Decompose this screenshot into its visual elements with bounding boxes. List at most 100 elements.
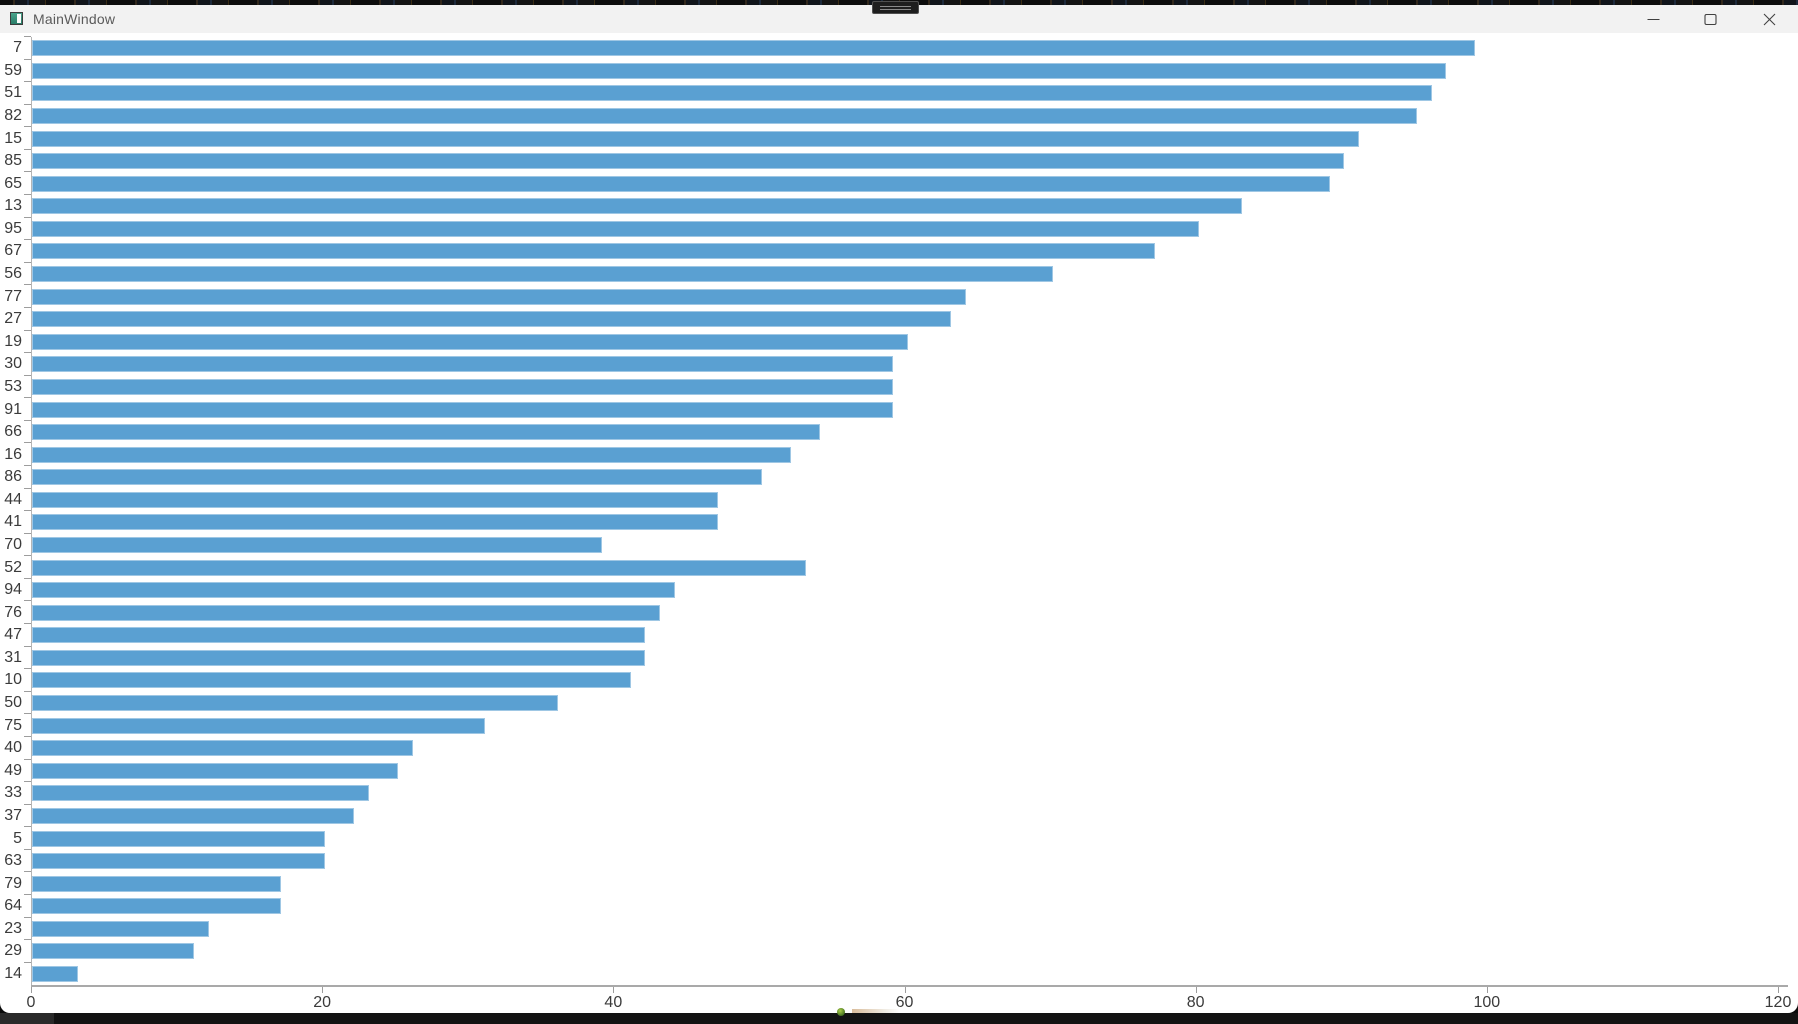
x-axis-tick — [1486, 987, 1488, 993]
bar-row: 79 — [4, 871, 1779, 895]
y-axis-tick — [24, 329, 31, 331]
bar-chart: 7 59 51 82 15 85 65 13 95 67 56 77 27 19 30 53 91 66 16 86 4… — [0, 5, 1798, 1013]
bar — [32, 491, 719, 508]
y-axis-label: 79 — [4, 874, 22, 892]
y-axis-label: 7 — [13, 39, 22, 57]
bar — [32, 695, 559, 712]
y-axis-label: 15 — [4, 129, 22, 147]
y-axis-label: 76 — [4, 603, 22, 621]
bar-row: 16 — [4, 442, 1779, 466]
y-axis-label: 37 — [4, 806, 22, 824]
bar-row: 77 — [4, 284, 1779, 308]
bar — [32, 175, 1330, 192]
y-axis-label: 91 — [4, 400, 22, 418]
y-axis-label: 10 — [4, 671, 22, 689]
y-axis-tick — [24, 645, 31, 647]
x-axis-tick — [1778, 987, 1779, 993]
y-axis-label: 30 — [4, 355, 22, 373]
bar-row: 64 — [4, 893, 1779, 918]
y-axis-tick — [24, 939, 31, 941]
bar-row: 95 — [4, 216, 1779, 241]
y-axis-tick — [24, 216, 31, 218]
qt-app-icon — [10, 12, 23, 25]
bar-row: 53 — [4, 374, 1779, 399]
bar-row: 33 — [4, 781, 1779, 805]
y-axis-label: 53 — [4, 377, 22, 395]
y-axis-label: 40 — [4, 739, 22, 757]
taskbar-notification-icon — [837, 1008, 845, 1016]
x-axis-tick — [322, 987, 324, 993]
bar-row: 63 — [4, 848, 1779, 873]
bar-row: 13 — [4, 194, 1779, 218]
y-axis-label: 5 — [13, 829, 22, 847]
window-title: MainWindow — [33, 11, 116, 27]
y-axis-tick — [24, 623, 31, 625]
x-axis-tick — [613, 987, 615, 993]
bar-row: 85 — [4, 148, 1779, 173]
x-axis-tick-label: 40 — [604, 994, 623, 1011]
bar — [32, 830, 326, 847]
bar — [32, 446, 792, 463]
y-axis-label: 16 — [4, 445, 22, 463]
bar — [32, 785, 369, 802]
bar-row: 75 — [4, 713, 1779, 737]
close-button[interactable] — [1740, 5, 1798, 33]
y-axis-tick — [24, 239, 31, 241]
y-axis-tick — [24, 126, 31, 128]
bar-row: 49 — [4, 758, 1779, 783]
bar — [32, 920, 209, 937]
bar-row: 23 — [4, 916, 1779, 941]
y-axis-tick — [24, 58, 31, 60]
bar-row: 27 — [4, 306, 1779, 331]
y-axis-tick — [24, 510, 31, 512]
y-axis-tick — [24, 261, 31, 263]
y-axis-tick — [24, 893, 31, 895]
bar-row: 52 — [4, 555, 1779, 579]
maximize-icon — [1704, 13, 1717, 25]
y-axis-tick — [24, 871, 31, 873]
bar-row: 70 — [4, 532, 1779, 557]
bar-row: 19 — [4, 329, 1779, 354]
bar-row: 67 — [4, 239, 1779, 263]
bar — [32, 875, 282, 892]
x-axis-tick-label: 100 — [1473, 994, 1501, 1011]
y-axis-label: 70 — [4, 536, 22, 553]
y-axis-label: 75 — [4, 716, 22, 734]
y-axis-tick — [24, 690, 31, 692]
maximize-button[interactable] — [1682, 5, 1740, 33]
bar — [32, 40, 1476, 57]
bar — [32, 378, 893, 395]
y-axis-tick — [24, 81, 31, 83]
minimize-button[interactable] — [1624, 5, 1682, 33]
bar — [32, 266, 1054, 283]
y-axis-tick — [24, 668, 31, 670]
window-drag-handle[interactable] — [872, 1, 919, 14]
y-axis-label: 31 — [4, 648, 22, 666]
bar — [32, 672, 631, 689]
y-axis-tick — [24, 352, 31, 354]
bar-row: 66 — [4, 419, 1779, 444]
y-axis-label: 56 — [4, 265, 22, 283]
bar — [32, 424, 821, 441]
y-axis-tick — [24, 284, 31, 286]
y-axis-tick — [24, 803, 31, 805]
bar — [32, 220, 1199, 237]
bar — [32, 965, 78, 982]
minimize-icon — [1647, 18, 1659, 20]
bar — [32, 537, 602, 553]
bar — [32, 559, 806, 576]
y-axis-label: 49 — [4, 761, 22, 779]
y-axis-label: 41 — [4, 513, 22, 531]
x-axis-tick-label: 20 — [313, 994, 332, 1011]
bar — [32, 853, 326, 870]
y-axis-tick — [24, 735, 31, 737]
bar-row: 65 — [4, 171, 1779, 195]
close-icon — [1763, 13, 1775, 25]
y-axis-tick — [24, 961, 31, 963]
y-axis-label: 77 — [4, 287, 22, 305]
y-axis-label: 66 — [4, 423, 22, 441]
x-axis-tick — [1195, 987, 1197, 993]
bar — [32, 943, 195, 960]
y-axis-tick — [24, 916, 31, 918]
